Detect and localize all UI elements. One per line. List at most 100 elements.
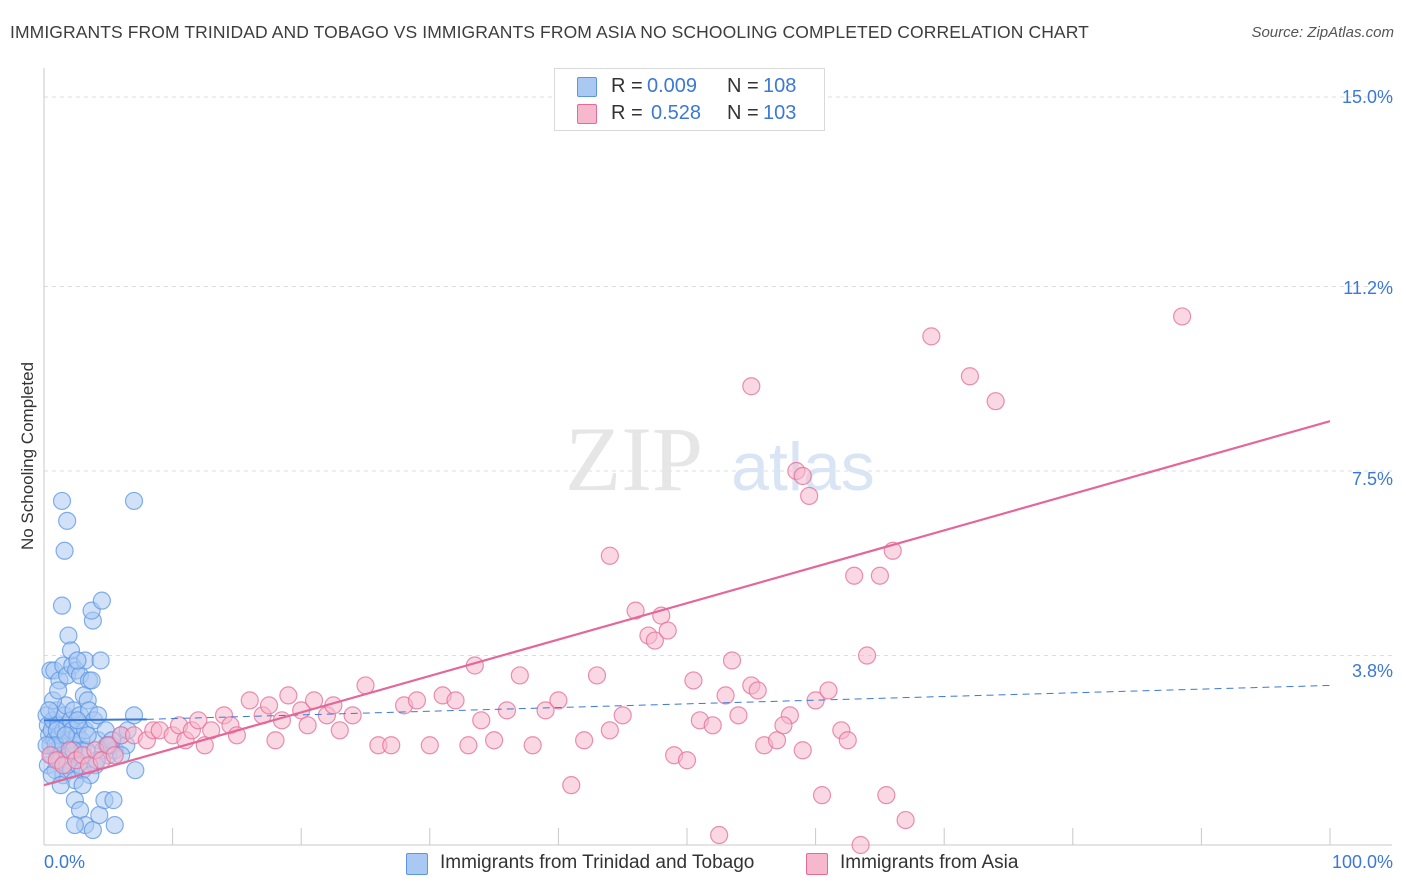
r-label: R = xyxy=(611,102,643,124)
series-trinidad-points xyxy=(37,491,145,840)
asia-point xyxy=(748,681,767,700)
trinidad-point xyxy=(78,726,97,745)
legend-swatch-asia xyxy=(577,104,597,124)
asia-point xyxy=(536,701,555,720)
asia-point xyxy=(986,392,1005,411)
n-value: 108 xyxy=(763,75,797,97)
watermark-zip: ZIP xyxy=(565,408,703,510)
trinidad-point xyxy=(105,815,124,835)
trinidad-point xyxy=(92,591,111,610)
trinidad-point xyxy=(56,726,75,745)
legend-swatch-asia xyxy=(806,853,828,875)
trend-lines xyxy=(43,420,1331,787)
asia-point xyxy=(922,327,941,346)
legend-label: Immigrants from Trinidad and Tobago xyxy=(440,852,755,873)
asia-point xyxy=(767,731,787,750)
trinidad-point xyxy=(52,491,72,511)
source-credit: Source: ZipAtlas.com xyxy=(1251,24,1394,41)
asia-point xyxy=(819,681,838,700)
asia-point xyxy=(298,716,317,735)
trinidad-point xyxy=(68,651,87,670)
asia-trend-line xyxy=(43,420,1331,787)
legend-label: Immigrants from Asia xyxy=(840,852,1019,873)
asia-point xyxy=(382,736,401,755)
asia-point xyxy=(626,601,645,620)
asia-point xyxy=(613,706,632,725)
asia-point xyxy=(343,706,362,725)
gridlines xyxy=(44,96,1392,657)
y-tick-label: 7.5% xyxy=(1351,469,1393,489)
asia-point xyxy=(105,746,124,765)
asia-point xyxy=(279,686,298,705)
n-label: N = xyxy=(727,75,759,97)
trinidad-point xyxy=(82,671,101,690)
asia-point xyxy=(510,666,529,685)
asia-point xyxy=(677,751,697,770)
asia-point xyxy=(800,486,819,506)
asia-point xyxy=(793,466,812,486)
trinidad-point xyxy=(124,706,144,725)
asia-point xyxy=(896,810,915,830)
asia-point xyxy=(562,776,581,795)
y-tick-label: 15.0% xyxy=(1341,87,1393,107)
asia-point xyxy=(266,731,285,750)
asia-point xyxy=(774,716,793,735)
asia-point xyxy=(710,825,729,845)
asia-point xyxy=(497,701,517,720)
trinidad-point xyxy=(88,706,108,725)
y-tick-label: 11.2% xyxy=(1343,278,1393,298)
trinidad-point xyxy=(52,596,72,615)
asia-point xyxy=(722,651,742,670)
asia-point xyxy=(600,546,619,565)
series-asia-points xyxy=(41,307,1192,855)
x-tick-label-max: 100.0% xyxy=(1331,852,1393,872)
trinidad-trend-extension xyxy=(146,684,1331,720)
asia-point xyxy=(851,835,870,855)
n-label: N = xyxy=(727,102,759,124)
chart-title: IMMIGRANTS FROM TRINIDAD AND TOBAGO VS I… xyxy=(10,22,1089,42)
asia-point xyxy=(446,691,465,710)
trinidad-point xyxy=(58,511,77,530)
asia-point xyxy=(549,691,568,710)
asia-point xyxy=(259,696,279,715)
trinidad-point xyxy=(124,491,144,511)
asia-point xyxy=(575,731,594,750)
asia-point xyxy=(472,711,491,730)
r-value: 0.009 xyxy=(647,75,698,97)
trinidad-point xyxy=(49,681,68,700)
trinidad-point xyxy=(40,701,59,720)
asia-point xyxy=(793,741,812,760)
correlation-legend: R = 0.009 N = 108 R = 0.528 N = 103 xyxy=(554,68,825,131)
watermark: ZIP atlas xyxy=(565,408,875,510)
asia-point xyxy=(587,666,607,685)
asia-point xyxy=(729,706,748,725)
legend-swatch-trinidad xyxy=(577,77,597,97)
asia-point xyxy=(960,367,980,386)
asia-point xyxy=(240,691,259,710)
asia-point xyxy=(485,731,504,750)
y-axis-label: No Schooling Completed xyxy=(18,361,37,551)
trinidad-point xyxy=(65,815,84,835)
trinidad-point xyxy=(104,791,123,810)
asia-point xyxy=(407,691,427,710)
asia-point xyxy=(523,736,542,755)
asia-point xyxy=(716,686,735,705)
asia-point xyxy=(330,721,349,740)
trinidad-point xyxy=(59,626,78,645)
asia-point xyxy=(812,786,832,805)
asia-point xyxy=(857,646,877,665)
asia-point xyxy=(658,621,677,640)
trinidad-point xyxy=(126,761,145,780)
asia-point xyxy=(703,716,722,735)
asia-point xyxy=(870,566,890,585)
asia-point xyxy=(189,711,208,730)
asia-point xyxy=(845,566,864,585)
asia-point xyxy=(459,736,478,755)
trinidad-trend-line xyxy=(43,718,147,722)
r-value: 0.528 xyxy=(651,102,702,124)
asia-point xyxy=(645,631,664,650)
asia-point xyxy=(420,736,439,755)
n-value: 103 xyxy=(763,102,797,124)
r-label: R = xyxy=(611,75,643,97)
